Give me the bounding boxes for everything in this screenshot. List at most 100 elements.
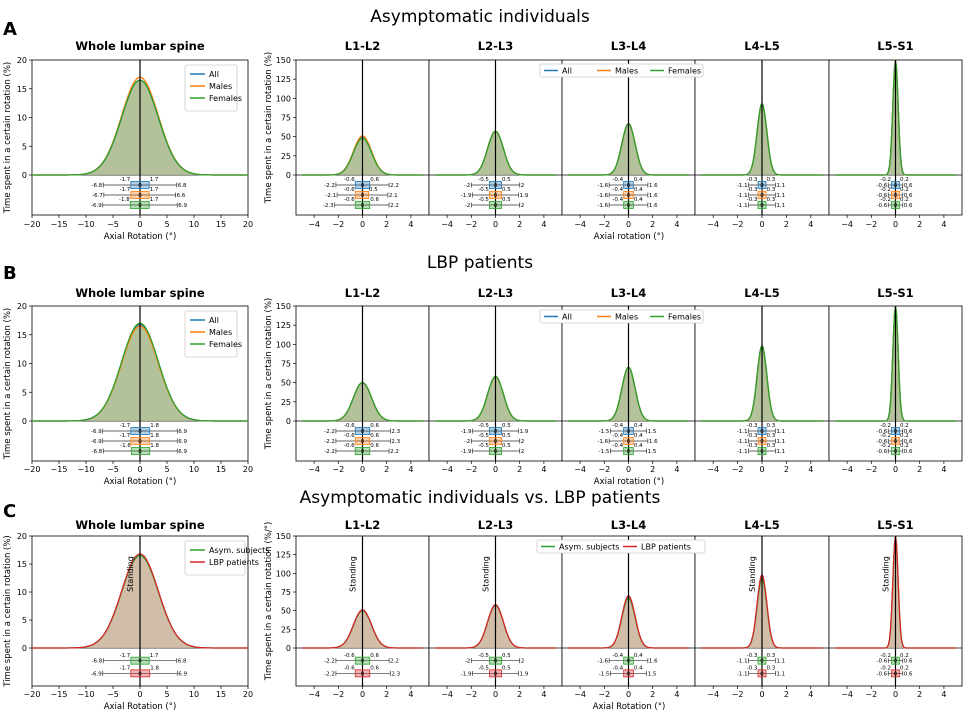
box-median-label: 0 — [494, 671, 498, 677]
x-tick-label: −5 — [107, 220, 119, 229]
box — [354, 437, 371, 445]
box-q3-label: 0.2 — [900, 433, 909, 439]
x-tick-label: 4 — [941, 465, 946, 474]
box — [623, 181, 634, 189]
box-q3-label: 0.5 — [502, 187, 511, 193]
legend-label: All — [209, 316, 219, 325]
segment-charts: 0-2.2 2.2-0.6 0.60-2.2 2.3-0.6 0.6−4 −2 0 2 4025… — [264, 518, 963, 712]
box-q3-label: 0.4 — [634, 653, 643, 659]
box-q1-label: -0.2 — [880, 666, 891, 672]
box-q3-label: 0.2 — [900, 423, 909, 429]
box-min-label: -6.8 — [92, 659, 103, 665]
box-q1-label: -1.6 — [120, 443, 131, 449]
box-max-label: 1.6 — [649, 439, 658, 445]
box-q3-label: 0.5 — [502, 666, 511, 672]
x-tick-label: −2 — [465, 220, 477, 229]
box-median-label: 0 — [760, 671, 764, 677]
legend-box — [184, 64, 238, 112]
box-min-label: -1.9 — [461, 193, 472, 199]
box-max-label: 1.5 — [648, 449, 657, 455]
y-tick-label: 20 — [17, 56, 27, 65]
box-q1-label: -0.2 — [880, 177, 891, 183]
box — [757, 191, 767, 199]
box-median-label: 0 — [894, 193, 898, 199]
box-q1-label: -0.4 — [612, 197, 623, 203]
box-q3-label: 0.6 — [370, 433, 379, 439]
x-tick-label: 2 — [517, 220, 522, 229]
box-q3-label: 0.3 — [767, 197, 776, 203]
box-q3-label: 1.7 — [150, 177, 159, 183]
box-median-label: 0 — [760, 449, 764, 455]
box-min-label: -2.2 — [324, 429, 335, 435]
x-tick-label: 0 — [360, 220, 365, 229]
box-max-label: 0.6 — [904, 671, 913, 677]
box-q1-label: -0.5 — [478, 443, 489, 449]
panel-title: L5-S1 — [877, 286, 913, 300]
legend-box — [539, 309, 704, 324]
box-q1-label: -1.7 — [120, 433, 131, 439]
legend-label: All — [209, 70, 219, 79]
box — [623, 427, 634, 435]
box-median-label: 0 — [760, 193, 764, 199]
box-median-label: 0 — [627, 183, 631, 189]
x-tick-label: 0 — [137, 690, 142, 699]
x-tick-label: 0 — [759, 465, 764, 474]
box-median-label: 0 — [361, 183, 365, 189]
x-tick-label: −2 — [732, 465, 744, 474]
legend-label: Females — [668, 313, 701, 322]
y-tick-label: 0 — [22, 171, 27, 180]
box-max-label: 1.5 — [648, 671, 657, 677]
x-tick-label: −2 — [732, 690, 744, 699]
box-q3-label: 1.8 — [150, 423, 159, 429]
row-title: Asymptomatic individuals — [370, 7, 590, 27]
standing-annotation: Standing — [748, 556, 757, 592]
box-max-label: 2 — [521, 439, 525, 445]
box-max-label: 2 — [521, 183, 525, 189]
box-median-label: 0 — [494, 449, 498, 455]
box-median-label: 0 — [894, 183, 898, 189]
box-q1-label: -0.5 — [478, 197, 489, 203]
x-tick-label: 2 — [784, 220, 789, 229]
panel-title: L3-L4 — [611, 518, 646, 532]
box-min-label: -1.9 — [461, 449, 472, 455]
y-axis-label: Time spent in a certain rotation (%) — [3, 535, 13, 687]
legend-box — [539, 63, 704, 78]
chart-row-B: LBP patients B 0 -6.9 6.9 -1.7 1.8 0 -6.9 6.9 -1.7… — [3, 253, 963, 487]
box-min-label: -1.6 — [597, 203, 608, 209]
box — [130, 191, 150, 199]
box-min-label: -1.1 — [737, 659, 748, 665]
box-median-label: 0 — [894, 671, 898, 677]
panel-letter: B — [3, 263, 17, 284]
panel-title: L5-S1 — [877, 518, 913, 532]
x-tick-label: −4 — [308, 690, 320, 699]
standing-annotation: Standing — [482, 556, 491, 592]
box-median-label: 0 — [627, 193, 631, 199]
box-median-label: 0 — [494, 429, 498, 435]
box-q3-label: 0.5 — [502, 197, 511, 203]
x-tick-label: 4 — [674, 690, 679, 699]
segment-L3-L4: 0-1.6 1.6-0.4 0.40-1.5 1.5-0.4 0.4−4 −2 0 2 4L3-… — [561, 518, 696, 699]
panel-title: Whole lumbar spine — [75, 286, 205, 300]
y-tick-label: 10 — [17, 588, 27, 597]
legend-label: Males — [615, 313, 638, 322]
box-min-label: -2.2 — [324, 659, 335, 665]
box-q3-label: 0.3 — [767, 433, 776, 439]
x-tick-label: 5 — [164, 220, 169, 229]
x-tick-label: 4 — [808, 465, 813, 474]
box — [130, 669, 151, 678]
panel-title: Whole lumbar spine — [75, 518, 205, 532]
box-median-label: 0 — [494, 203, 498, 209]
box-q1-label: -0.5 — [478, 433, 489, 439]
box — [891, 181, 900, 189]
box-q1-label: -0.4 — [612, 666, 623, 672]
box-q1-label: -0.2 — [880, 197, 891, 203]
box — [757, 181, 767, 189]
box — [489, 447, 502, 455]
box-q1-label: -0.4 — [612, 433, 623, 439]
box-min-label: -2 — [465, 203, 470, 209]
box-q3-label: 0.4 — [634, 423, 643, 429]
box-min-label: -6.7 — [92, 193, 103, 199]
y-axis-label: Time spent in a certain rotation (%) — [3, 308, 13, 460]
segment-L4-L5: 0-1.1 1.1-0.3 0.30-1.1 1.1-0.3 0.30-1.1 1.1-0… — [694, 39, 830, 229]
standing-annotation: Standing — [349, 556, 358, 592]
